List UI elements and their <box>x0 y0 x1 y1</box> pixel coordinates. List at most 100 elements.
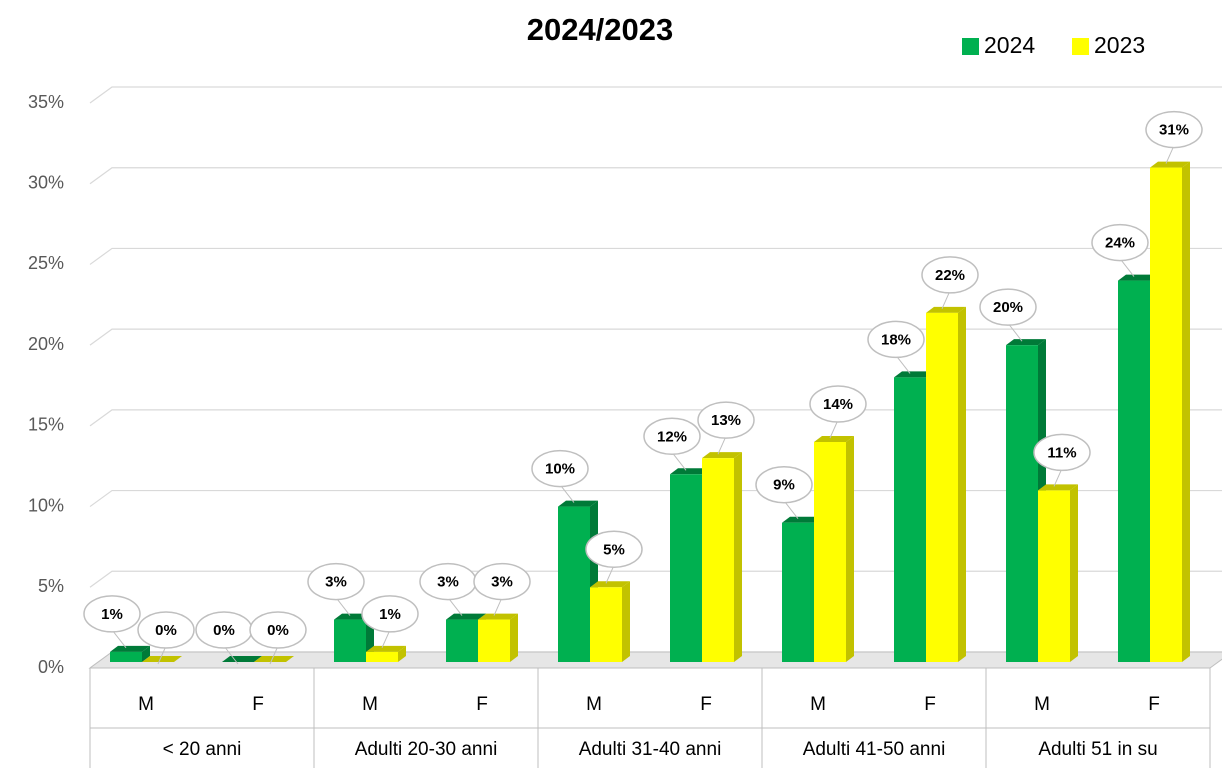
x-tick-label: M <box>1034 694 1050 715</box>
bar-top <box>926 306 966 313</box>
data-label: 31% <box>1159 122 1189 139</box>
bar-side <box>398 645 406 662</box>
bar-side <box>1182 161 1190 663</box>
bar-top <box>1150 161 1190 168</box>
bar-top <box>670 468 710 475</box>
bar-side <box>510 613 518 662</box>
callout <box>473 562 531 601</box>
callout <box>1033 433 1091 472</box>
bar-top <box>254 656 294 662</box>
data-label: 11% <box>1047 444 1076 461</box>
callout <box>137 611 195 649</box>
group-label: Adulti 51 in su <box>1038 739 1157 760</box>
callout-pointer <box>605 565 615 584</box>
x-tick-label: M <box>138 694 154 715</box>
callout-pointer <box>447 597 463 616</box>
callout-pointer <box>111 629 127 649</box>
grid-line <box>89 86 1222 104</box>
callout-pointer <box>223 645 239 665</box>
grid-line <box>89 570 1222 588</box>
bar-top <box>1118 274 1158 281</box>
callout <box>809 385 867 423</box>
callout-pointer <box>157 645 167 665</box>
bar <box>590 587 622 662</box>
bar <box>366 651 398 662</box>
callout <box>979 288 1037 326</box>
bar <box>1118 280 1150 662</box>
legend-label: 2024 <box>984 32 1035 58</box>
bar <box>782 522 814 662</box>
callout-pointer <box>269 645 279 665</box>
bar-top <box>590 581 630 588</box>
x-tick-label: M <box>362 694 378 715</box>
callout-pointer <box>1165 145 1175 164</box>
data-label: 20% <box>993 299 1023 316</box>
bar <box>478 619 510 662</box>
callout <box>867 320 925 359</box>
group-label: Adulti 41-50 anni <box>803 739 946 760</box>
callout <box>697 401 755 439</box>
group-label: < 20 anni <box>163 739 242 760</box>
bar <box>926 312 958 662</box>
callout-pointer <box>895 355 911 374</box>
bar-top <box>1006 339 1046 346</box>
bar-top <box>782 516 822 523</box>
callout-pointer <box>493 597 503 616</box>
data-label: 3% <box>491 574 513 591</box>
bar <box>1038 490 1070 662</box>
legend-swatch <box>1072 38 1089 55</box>
y-tick-label: 20% <box>28 334 64 354</box>
callout <box>531 449 589 488</box>
callout-pointer <box>1053 468 1063 487</box>
bar-top <box>558 500 598 507</box>
bar <box>894 377 926 662</box>
bar-top <box>222 656 262 662</box>
grid-line <box>89 167 1222 185</box>
callout <box>755 465 813 504</box>
grid-line <box>89 328 1222 346</box>
y-tick-label: 15% <box>28 415 64 435</box>
x-tick-label: M <box>810 694 826 715</box>
bar-side <box>846 436 854 662</box>
data-label: 5% <box>603 541 625 558</box>
data-label: 1% <box>379 606 401 623</box>
y-tick-label: 5% <box>38 576 64 596</box>
x-tick-label: F <box>1148 694 1160 715</box>
data-label: 0% <box>267 622 289 639</box>
legend-swatch <box>962 38 979 55</box>
bar-top <box>446 613 486 620</box>
callout-pointer <box>1119 258 1135 277</box>
bar-top <box>1038 484 1078 491</box>
data-label: 10% <box>545 461 575 478</box>
chart-title: 2024/2023 <box>527 12 674 47</box>
callout <box>361 595 419 633</box>
x-tick-label: F <box>700 694 712 715</box>
bar <box>814 442 846 662</box>
callout-pointer <box>335 597 351 616</box>
x-tick-label: F <box>476 694 488 715</box>
bar-top <box>814 436 854 442</box>
bar-top <box>142 656 182 662</box>
bar-top <box>366 645 406 652</box>
group-label: Adulti 31-40 anni <box>579 739 722 760</box>
callout-pointer <box>941 290 951 310</box>
bar-top <box>478 613 518 620</box>
bar-side <box>622 581 630 662</box>
callout-pointer <box>829 419 839 439</box>
legend-label: 2023 <box>1094 32 1145 58</box>
callout-pointer <box>381 629 391 649</box>
data-label: 9% <box>773 477 795 494</box>
data-label: 0% <box>155 622 177 639</box>
y-tick-label: 35% <box>28 92 64 112</box>
bar-side <box>958 306 966 662</box>
callout-pointer <box>717 435 727 455</box>
bar <box>558 506 590 662</box>
callout <box>1145 110 1203 149</box>
data-label: 14% <box>823 396 853 413</box>
callout-pointer <box>671 451 687 471</box>
grid-line <box>89 247 1222 265</box>
bar-side <box>142 645 150 662</box>
callout <box>83 595 141 633</box>
bar <box>1150 167 1182 663</box>
